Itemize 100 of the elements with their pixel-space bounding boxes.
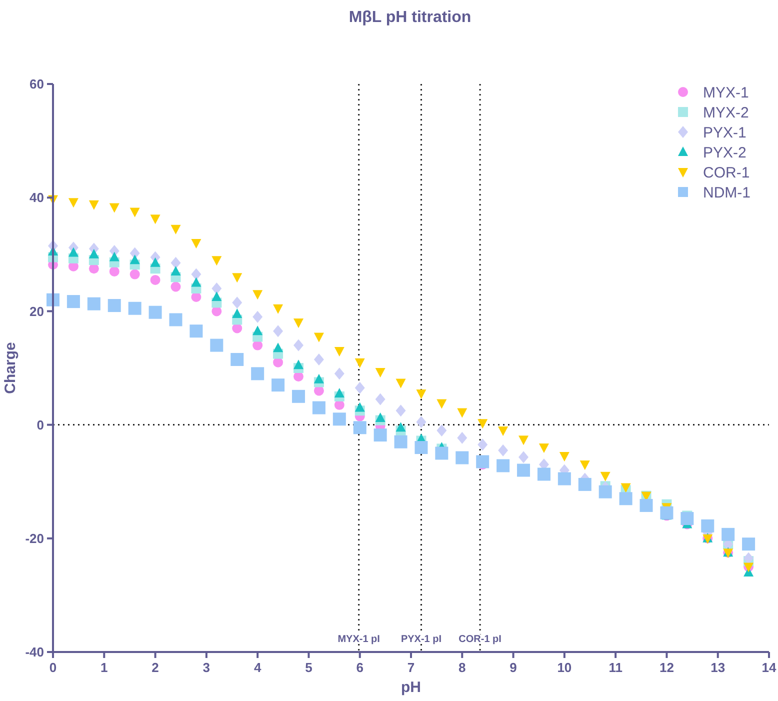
y-tick-label: 20: [30, 304, 44, 319]
point: [292, 390, 305, 403]
point: [558, 472, 571, 486]
point: [191, 268, 202, 280]
x-tick-label: 3: [202, 660, 210, 675]
y-tick-label: 40: [30, 190, 44, 206]
point: [212, 306, 222, 316]
point: [212, 256, 222, 266]
point: [353, 421, 366, 434]
point: [312, 401, 326, 414]
point: [68, 198, 78, 208]
x-tick-label: 11: [608, 660, 622, 675]
point: [273, 342, 284, 352]
point: [498, 444, 508, 456]
point: [314, 332, 324, 342]
legend-label: PYX-2: [703, 144, 746, 162]
point: [108, 299, 121, 312]
y-axis-title: Charge: [2, 342, 19, 394]
point: [212, 282, 222, 294]
point: [191, 239, 202, 249]
point: [210, 338, 224, 352]
point: [128, 302, 142, 315]
point: [538, 444, 549, 454]
point: [476, 455, 490, 468]
point: [518, 451, 529, 464]
point: [87, 297, 100, 310]
chart-title: MβL pH titration: [348, 9, 472, 26]
point: [68, 247, 78, 257]
point: [559, 452, 570, 462]
legend-label: MYX-1: [703, 84, 749, 102]
point: [88, 200, 99, 210]
point: [170, 282, 181, 292]
point: [375, 368, 386, 378]
x-tick-label: 14: [762, 660, 777, 675]
point: [130, 208, 140, 218]
point: [334, 346, 344, 356]
legend-label: PYX-1: [703, 124, 746, 142]
x-tick-label: 7: [407, 660, 415, 675]
point: [252, 290, 263, 300]
point: [498, 426, 508, 436]
point: [414, 441, 428, 454]
point: [436, 424, 447, 436]
point: [598, 485, 612, 498]
point: [701, 519, 714, 532]
point: [293, 360, 304, 370]
point: [232, 296, 242, 309]
point: [374, 428, 387, 442]
point: [396, 422, 406, 432]
point: [332, 412, 346, 426]
point: [334, 368, 344, 380]
point: [640, 498, 653, 512]
x-tick-label: 4: [254, 660, 262, 675]
point: [191, 277, 202, 287]
y-tick-label: -20: [25, 530, 44, 546]
point: [273, 304, 284, 314]
legend-label: NDM-1: [703, 184, 750, 202]
point: [170, 224, 181, 234]
y-tick-label: -40: [25, 644, 44, 660]
point: [251, 367, 264, 380]
point: [722, 528, 735, 541]
point: [169, 313, 182, 326]
point: [334, 388, 344, 398]
point: [354, 358, 365, 368]
point: [170, 256, 181, 269]
point: [293, 339, 304, 352]
point: [314, 353, 324, 366]
point: [435, 446, 448, 460]
x-axis-title: pH: [401, 679, 421, 696]
point: [170, 266, 181, 276]
point: [232, 323, 242, 334]
point: [396, 404, 406, 417]
legend-label: MYX-2: [703, 104, 749, 122]
point: [273, 325, 284, 338]
point: [109, 203, 120, 213]
point: [580, 460, 590, 470]
point: [619, 492, 632, 506]
point: [130, 269, 140, 280]
point: [293, 318, 304, 328]
point: [66, 295, 80, 308]
x-tick-label: 8: [458, 660, 466, 675]
point: [109, 266, 120, 276]
point: [230, 352, 244, 366]
point: [578, 478, 592, 491]
x-tick-label: 13: [710, 660, 726, 675]
point: [537, 468, 550, 481]
x-tick-label: 9: [510, 660, 517, 675]
point: [212, 292, 222, 301]
legend-label: COR-1: [703, 164, 750, 182]
point: [272, 378, 285, 392]
ref-line-label: PYX-1 pI: [400, 634, 442, 645]
y-tick-label: 60: [30, 76, 44, 92]
point: [148, 306, 162, 319]
point: [314, 374, 324, 384]
x-tick-label: 2: [152, 660, 159, 675]
point: [375, 393, 386, 406]
point: [478, 438, 488, 451]
point: [88, 248, 99, 258]
ref-line-label: COR-1 pI: [458, 634, 502, 645]
point: [109, 252, 120, 262]
point: [600, 472, 610, 482]
